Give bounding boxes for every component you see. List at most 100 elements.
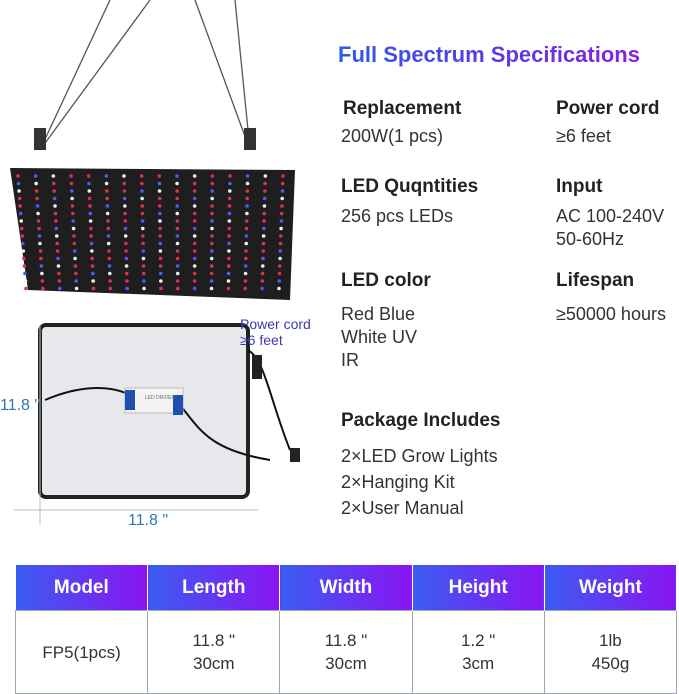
led-dot xyxy=(71,226,76,231)
led-dot xyxy=(261,249,266,253)
led-dot xyxy=(37,226,41,231)
package-list: 2×LED Grow Lights 2×Hanging Kit 2×User M… xyxy=(341,443,498,521)
led-dot xyxy=(175,264,180,268)
led-dot xyxy=(56,264,61,268)
led-dot xyxy=(227,204,232,208)
led-dot xyxy=(158,264,163,268)
led-dot xyxy=(70,204,75,208)
power-cord-label: Power cord ≥6 feet xyxy=(240,316,311,348)
width-dimension: 11.8 " xyxy=(128,512,169,529)
led-dot xyxy=(88,204,92,208)
led-dot xyxy=(40,279,45,283)
product-image xyxy=(10,0,300,525)
led-dot xyxy=(23,279,28,283)
led-dot xyxy=(263,174,268,178)
driver-label: LED DRIVER xyxy=(145,395,176,401)
led-dot xyxy=(19,219,24,223)
spec-value: ≥6 feet xyxy=(556,126,611,146)
led-dot xyxy=(157,174,162,178)
led-dot xyxy=(158,226,162,231)
led-dot xyxy=(39,264,44,268)
led-dot xyxy=(210,226,214,231)
led-dot xyxy=(18,211,23,216)
led-dot xyxy=(175,256,180,261)
page-title: Full Spectrum Specifications xyxy=(338,42,640,67)
led-dot xyxy=(192,286,197,291)
led-dot xyxy=(175,271,180,276)
led-dot xyxy=(244,241,249,246)
led-dot xyxy=(38,241,42,246)
led-dot xyxy=(278,241,283,246)
led-dot xyxy=(158,234,162,238)
led-dot xyxy=(140,204,145,208)
led-dot xyxy=(227,234,231,238)
led-dot xyxy=(158,271,163,276)
led-dot xyxy=(91,286,96,291)
led-dot xyxy=(226,286,231,291)
led-dot xyxy=(210,204,214,208)
led-dot xyxy=(209,286,214,291)
led-dot xyxy=(245,204,249,208)
led-dot xyxy=(23,271,27,276)
led-dot xyxy=(262,219,266,223)
led-dot xyxy=(175,234,180,238)
led-dot xyxy=(140,196,144,201)
led-dot xyxy=(40,271,44,276)
led-dot xyxy=(261,256,265,261)
led-dot xyxy=(175,226,180,231)
led-dot xyxy=(245,174,250,178)
led-dot xyxy=(262,196,267,201)
led-grid xyxy=(16,174,285,291)
led-dot xyxy=(227,241,231,246)
led-dot xyxy=(175,279,180,283)
package-label: Package Includes xyxy=(341,410,501,431)
led-dot xyxy=(157,196,162,201)
led-dot xyxy=(192,174,197,178)
led-dot xyxy=(192,256,197,261)
led-dot xyxy=(88,211,93,216)
spec-value: 256 pcs LEDs xyxy=(341,206,454,226)
led-dot xyxy=(279,234,283,238)
led-dot xyxy=(176,286,180,291)
led-dot xyxy=(278,256,282,261)
led-dot xyxy=(281,174,285,178)
led-dot xyxy=(210,211,214,216)
led-dot xyxy=(70,196,74,201)
led-dot xyxy=(260,264,265,268)
led-dot xyxy=(192,264,197,268)
led-dot xyxy=(261,241,266,246)
led-dot xyxy=(245,196,249,201)
led-dot xyxy=(107,249,111,253)
led-dot xyxy=(279,226,283,231)
led-dot xyxy=(277,271,282,276)
led-dot xyxy=(175,241,180,246)
led-dot xyxy=(69,181,74,186)
led-dot xyxy=(141,256,146,261)
led-dot xyxy=(36,219,41,223)
led-dot xyxy=(107,256,112,261)
led-dot xyxy=(192,204,197,208)
led-dot xyxy=(17,189,21,193)
led-dot xyxy=(19,226,24,231)
led-dot xyxy=(124,264,129,268)
led-dot xyxy=(227,189,232,193)
led-dot xyxy=(124,241,128,246)
led-dot xyxy=(105,189,109,193)
header-height: Height xyxy=(412,565,545,611)
led-dot xyxy=(175,219,180,223)
led-dot xyxy=(141,234,145,238)
led-dot xyxy=(209,279,214,283)
led-dot xyxy=(123,211,127,216)
led-dot xyxy=(36,211,40,216)
led-dot xyxy=(125,286,129,291)
led-dot xyxy=(210,241,214,246)
led-dot xyxy=(106,234,111,238)
led-dot xyxy=(243,264,248,268)
led-dot xyxy=(90,256,94,261)
spec-label: Replacement xyxy=(343,98,462,119)
led-dot xyxy=(21,249,26,253)
led-dot xyxy=(210,249,214,253)
led-dot xyxy=(123,226,128,231)
led-dot xyxy=(227,196,232,201)
led-dot xyxy=(244,256,248,261)
